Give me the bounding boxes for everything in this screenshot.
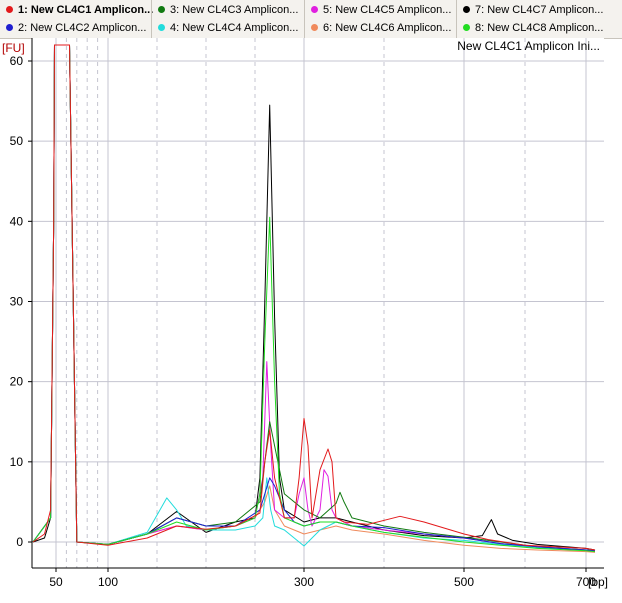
electropherogram-chart: [FU] [bp] New CL4C1 Amplicon Ini... 0 10 2… (2, 38, 608, 589)
legend-dot-icon (311, 5, 318, 13)
legend-separator (151, 0, 152, 38)
legend-item-label: 4: New CL4C4 Amplicon... (170, 22, 299, 35)
y-tick-label: 60 (10, 54, 24, 68)
x-tick-labels: 50 100 300 500 700 (49, 568, 596, 589)
legend-dot-icon (6, 23, 13, 31)
y-tick-label: 50 (10, 134, 24, 148)
legend-dot-icon (463, 23, 470, 31)
legend-item-4[interactable]: 4: New CL4C4 Amplicon... (152, 19, 298, 37)
legend-separator (456, 0, 457, 38)
plot-background (32, 38, 604, 568)
x-axis-unit-label: [bp] (588, 575, 608, 589)
legend-dot-icon (158, 23, 165, 31)
x-tick-label: 50 (49, 575, 63, 589)
y-tick-labels: 0 10 20 30 40 50 60 (10, 54, 32, 549)
y-tick-label: 0 (16, 535, 23, 549)
legend-item-label: 7: New CL4C7 Amplicon... (475, 4, 604, 17)
series-lines (32, 44, 596, 553)
y-tick-label: 20 (10, 375, 24, 389)
x-tick-label: 100 (98, 575, 118, 589)
y-tick-label: 10 (10, 455, 24, 469)
y-tick-label: 40 (10, 214, 24, 228)
legend-item-label: 3: New CL4C3 Amplicon... (170, 4, 299, 17)
x-tick-label: 500 (454, 575, 474, 589)
legend-item-label: 2: New CL4C2 Amplicon... (18, 22, 147, 35)
legend-item-7[interactable]: 7: New CL4C7 Amplicon... (457, 1, 603, 19)
legend-dot-icon (158, 5, 165, 13)
legend-dot-icon (6, 5, 13, 13)
legend-item-6[interactable]: 6: New CL4C6 Amplicon... (305, 19, 451, 37)
legend-item-label: 1: New CL4C1 Amplicon... (18, 4, 154, 17)
y-axis-unit-label: [FU] (2, 41, 25, 55)
x-tick-label: 300 (294, 575, 314, 589)
series-line-1 (32, 44, 596, 551)
chart-title: New CL4C1 Amplicon Ini... (457, 39, 600, 53)
legend: 1: New CL4C1 Amplicon... 2: New CL4C2 Amp… (0, 0, 622, 39)
legend-item-2[interactable]: 2: New CL4C2 Amplicon... (0, 19, 146, 37)
legend-dot-icon (311, 23, 318, 31)
legend-separator (304, 0, 305, 38)
x-tick-label: 700 (576, 575, 596, 589)
legend-item-3[interactable]: 3: New CL4C3 Amplicon... (152, 1, 298, 19)
legend-item-5[interactable]: 5: New CL4C5 Amplicon... (305, 1, 451, 19)
y-tick-label: 30 (10, 294, 24, 308)
legend-item-8[interactable]: 8: New CL4C8 Amplicon... (457, 19, 603, 37)
legend-dot-icon (463, 5, 470, 13)
legend-item-label: 8: New CL4C8 Amplicon... (475, 22, 604, 35)
grid-lines (32, 38, 604, 568)
legend-item-label: 5: New CL4C5 Amplicon... (323, 4, 452, 17)
legend-item-1[interactable]: 1: New CL4C1 Amplicon... (0, 1, 153, 19)
legend-item-label: 6: New CL4C6 Amplicon... (323, 22, 452, 35)
